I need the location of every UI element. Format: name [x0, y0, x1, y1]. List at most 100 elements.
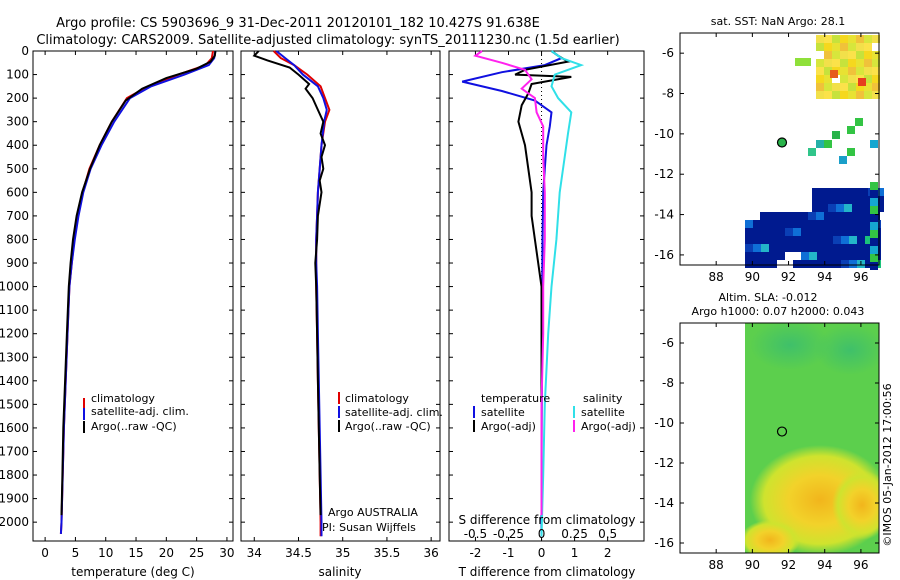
x-tick-label: 35.5 — [374, 546, 401, 560]
sst-cell — [753, 236, 761, 244]
sst-cell — [856, 91, 864, 99]
sst-cell — [745, 244, 753, 252]
sst-cell — [849, 260, 857, 268]
x-tick-label: 36 — [424, 546, 439, 560]
sst-cell — [856, 212, 864, 220]
salinity-panel: 34 34.5 35 35.5 36 salinity climatology sate… — [240, 50, 443, 579]
sst-cell — [840, 35, 848, 43]
sst-cell — [812, 188, 820, 196]
sst-cell — [816, 140, 824, 148]
sst-cell — [817, 236, 825, 244]
sst-cell — [864, 51, 872, 59]
sst-cell — [803, 58, 811, 66]
sst-cell — [841, 228, 849, 236]
sst-cell — [809, 252, 817, 260]
map-x-tick-label: 88 — [709, 558, 724, 572]
argo-annotation-2: PI: Susan Wijffels — [322, 521, 416, 534]
y-tick-label: 1300 — [0, 350, 29, 364]
sst-cell — [793, 220, 801, 228]
sst-map-title: sat. SST: NaN Argo: 28.1 — [711, 15, 845, 28]
sst-cell — [816, 59, 824, 67]
sst-cell — [864, 67, 872, 75]
x-tick-label: 25 — [189, 546, 204, 560]
y-tick-label: 1700 — [0, 444, 29, 458]
y-tick-label: 0 — [21, 44, 29, 58]
sst-cell — [830, 70, 838, 78]
salinity-xlabel: salinity — [318, 565, 361, 579]
series-temperature-satellite — [461, 50, 564, 537]
map-y-tick-label: -12 — [654, 167, 674, 181]
sst-cell — [864, 212, 872, 220]
sst-cell — [808, 148, 816, 156]
y-tick-label: 500 — [6, 162, 29, 176]
sst-cell — [832, 35, 840, 43]
sst-cell — [753, 220, 761, 228]
argo-annotation-1: Argo AUSTRALIA — [328, 506, 418, 519]
sst-cell — [864, 35, 872, 43]
sst-cell — [864, 43, 872, 51]
sst-cell — [864, 59, 872, 67]
map-x-tick-label: 88 — [709, 270, 724, 284]
sst-cell — [817, 228, 825, 236]
sst-cell — [848, 83, 856, 91]
sst-cell — [820, 188, 828, 196]
sst-cell — [801, 260, 809, 268]
sst-cell — [785, 228, 793, 236]
sst-cell — [801, 236, 809, 244]
map-x-tick-label: 94 — [817, 558, 832, 572]
map-y-tick-label: -10 — [654, 416, 674, 430]
sst-cell — [870, 206, 878, 214]
sst-cell — [824, 35, 832, 43]
sst-cell — [833, 220, 841, 228]
y-tick-label: 2000 — [0, 515, 29, 529]
sst-cell — [848, 67, 856, 75]
sst-cell — [769, 236, 777, 244]
sst-cell — [825, 260, 833, 268]
sst-cell — [753, 244, 761, 252]
sst-cell — [792, 212, 800, 220]
sst-cell — [844, 204, 852, 212]
x-tick-label: 0 — [538, 546, 546, 560]
map-x-tick-label: 94 — [817, 270, 832, 284]
sla-map-panel: Altim. SLA: -0.012 Argo h1000: 0.07 h200… — [654, 291, 880, 572]
sst-cell — [777, 244, 785, 252]
sst-cell — [745, 236, 753, 244]
title-line1: Argo profile: CS 5903696_9 31-Dec-2011 2… — [56, 16, 540, 31]
sst-cell — [870, 238, 878, 246]
sst-cell — [832, 59, 840, 67]
sst-cell — [795, 58, 803, 66]
sst-cell — [872, 67, 880, 75]
sst-cell — [833, 252, 841, 260]
sst-cell — [768, 212, 776, 220]
sst-cell — [864, 91, 872, 99]
x-tick-label: 0 — [41, 546, 49, 560]
sst-cell — [865, 220, 873, 228]
sst-cell — [793, 244, 801, 252]
sst-cell — [858, 78, 866, 86]
sst-cell — [777, 228, 785, 236]
sst-cell — [824, 140, 832, 148]
sst-cell — [800, 212, 808, 220]
sst-cell — [865, 228, 873, 236]
sst-cell — [839, 156, 847, 164]
sst-cell — [816, 43, 824, 51]
sst-cell — [847, 148, 855, 156]
sst-cell — [840, 83, 848, 91]
map-x-tick-label: 90 — [745, 558, 760, 572]
diff-legend-temp-sat: satellite — [481, 406, 525, 419]
sst-cell — [801, 220, 809, 228]
y-tick-label: 200 — [6, 91, 29, 105]
sst-cell — [816, 75, 824, 83]
sst-cell — [848, 51, 856, 59]
sst-cell — [785, 244, 793, 252]
sst-cell — [801, 252, 809, 260]
sst-cell — [841, 236, 849, 244]
sst-cell — [769, 252, 777, 260]
sst-cell — [848, 43, 856, 51]
sst-cell — [870, 230, 878, 238]
sst-cell — [870, 254, 878, 262]
sst-cell — [809, 244, 817, 252]
sst-cell — [761, 244, 769, 252]
x-tick-label: 1 — [571, 546, 579, 560]
sst-cell — [809, 220, 817, 228]
